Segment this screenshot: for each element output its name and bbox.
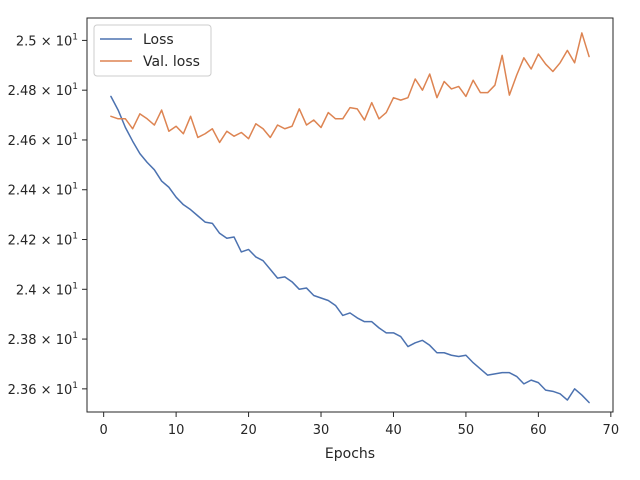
- legend-label-val-loss: Val. loss: [143, 54, 200, 70]
- y-axis: 2.36 × 101 2.38 × 101 2.4 × 101 2.42 × 101 2…: [8, 32, 87, 398]
- series-line-val-loss: [110, 32, 590, 144]
- x-tick-label: 30: [313, 423, 330, 438]
- series-line-loss: [110, 95, 590, 404]
- y-tick-label: 2.44 × 101: [8, 182, 78, 199]
- legend-label-loss: Loss: [143, 32, 174, 48]
- x-tick-label: 50: [458, 423, 475, 438]
- x-tick-label: 40: [385, 423, 402, 438]
- y-tick-label: 2.46 × 101: [8, 132, 78, 149]
- x-tick-label: 20: [240, 423, 257, 438]
- y-tick-label: 2.4 × 101: [16, 281, 78, 298]
- y-tick-label: 2.36 × 101: [8, 381, 78, 398]
- series-layer: [110, 32, 590, 404]
- x-tick-label: 60: [530, 423, 547, 438]
- y-tick-label: 2.42 × 101: [8, 232, 78, 249]
- x-axis-title: Epochs: [325, 446, 375, 462]
- x-axis: 0 10 20 30 40 50 60 70: [100, 412, 620, 438]
- legend-box: [93, 24, 212, 77]
- y-tick-label: 2.5 × 101: [16, 32, 78, 49]
- y-tick-label: 2.38 × 101: [8, 331, 78, 348]
- y-tick-label: 2.48 × 101: [8, 82, 78, 99]
- x-tick-label: 0: [100, 423, 108, 438]
- x-tick-label: 70: [603, 423, 620, 438]
- plot-frame: [86, 17, 614, 413]
- legend: Loss Val. loss: [93, 24, 212, 77]
- x-tick-label: 10: [168, 423, 185, 438]
